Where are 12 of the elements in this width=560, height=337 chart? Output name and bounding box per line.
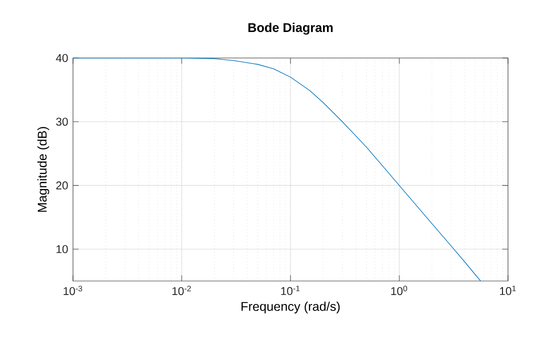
y-tick-label: 40: [56, 54, 68, 62]
y-axis-title: Magnitude (dB): [37, 127, 50, 212]
x-tick-label: 10$^{0}$: [391, 286, 408, 296]
y-tick-label: 20: [56, 181, 68, 190]
chart-title: Bode Diagram: [248, 22, 333, 35]
x-tick-label: 10$^{1}$: [500, 286, 516, 296]
x-tick-label: 10$^{-3}$: [64, 286, 82, 296]
x-tick-label: 10$^{-1}$: [281, 286, 300, 296]
y-tick-label: 30: [56, 118, 68, 126]
x-tick-label: 10$^{-2}$: [172, 286, 191, 296]
x-axis-title: Frequency (rad/s): [242, 302, 340, 314]
y-tick-label: 10: [56, 245, 68, 254]
